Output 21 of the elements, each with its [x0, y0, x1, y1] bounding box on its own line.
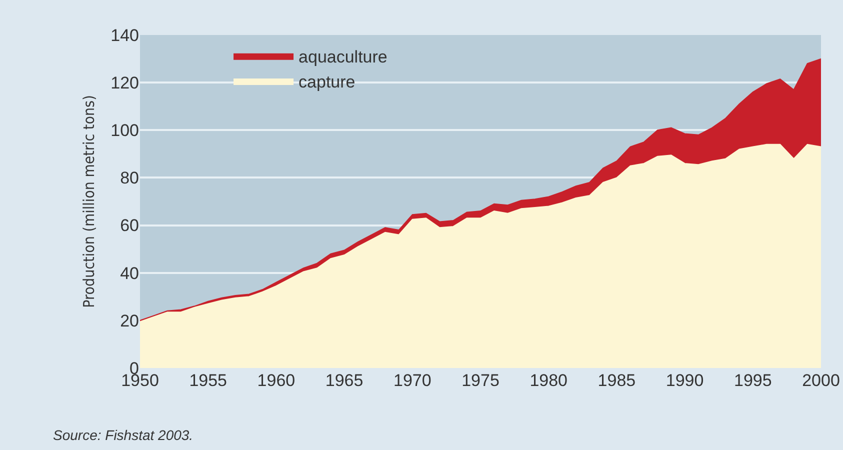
y-axis-title: Production (million metric tons) — [80, 95, 98, 308]
y-tick-label: 140 — [110, 26, 139, 45]
x-tick-label: 1980 — [530, 371, 568, 390]
x-tick-label: 1965 — [325, 371, 364, 390]
source-note: Source: Fishstat 2003. — [53, 427, 194, 443]
legend-label: aquaculture — [298, 48, 388, 67]
y-tick-label: 80 — [120, 168, 139, 188]
y-tick-label: 120 — [110, 74, 139, 93]
x-tick-label: 2000 — [802, 371, 840, 390]
legend-label: capture — [298, 72, 356, 92]
x-tick-label: 1990 — [666, 371, 704, 390]
x-tick-label: 1970 — [393, 371, 432, 390]
x-tick-label: 1975 — [462, 371, 500, 390]
x-tick-label: 1960 — [257, 371, 296, 390]
y-tick-label: 20 — [120, 311, 139, 330]
y-tick-label: 40 — [120, 264, 139, 283]
y-tick-label: 60 — [120, 216, 139, 236]
x-tick-label: 1995 — [734, 371, 772, 390]
x-tick-label: 1955 — [189, 371, 228, 390]
x-tick-label: 1985 — [598, 371, 636, 390]
y-tick-label: 100 — [110, 121, 139, 140]
